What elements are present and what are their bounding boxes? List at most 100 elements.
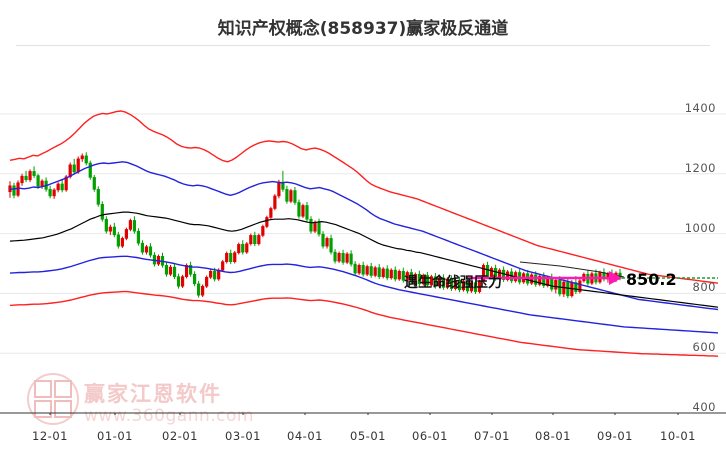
candle-body <box>172 266 177 277</box>
candle-body <box>325 238 329 247</box>
candle-body <box>321 233 325 247</box>
candle-body <box>449 278 454 289</box>
candle-body <box>257 235 261 245</box>
candle-body <box>433 276 437 287</box>
x-axis-label: 10-01 <box>660 429 696 443</box>
channel-line <box>9 290 719 357</box>
y-axis-label: 600 <box>692 340 716 355</box>
candle-body <box>128 220 132 230</box>
candle-body <box>241 244 245 253</box>
candle-body <box>353 263 357 274</box>
channel-line <box>9 255 719 334</box>
candle-body <box>92 177 96 190</box>
page-title: 知识产权概念(858937)赢家极反通道 <box>217 19 509 39</box>
candle-body <box>225 253 229 263</box>
y-axis-label: 1400 <box>684 101 716 115</box>
candle-body <box>393 269 397 280</box>
x-axis-label: 08-01 <box>535 429 571 443</box>
candle-body <box>297 202 301 217</box>
candle-body <box>401 270 405 281</box>
candle-body <box>425 275 429 286</box>
x-axis-label: 07-01 <box>474 429 510 443</box>
pressure-note: 遇生命线强压力 <box>404 275 502 291</box>
candle-body <box>421 275 425 285</box>
candle-body <box>502 269 506 280</box>
y-axis-label: 800 <box>692 280 716 295</box>
candle-body <box>405 272 409 281</box>
x-axis-label: 06-01 <box>412 429 448 443</box>
candle-body <box>285 189 289 202</box>
candle-body <box>193 273 197 285</box>
candle-body <box>361 264 365 275</box>
candle-body <box>221 261 225 271</box>
current-price-tag: 850.2 <box>626 270 677 289</box>
candle-body <box>377 267 381 277</box>
candle-body <box>554 279 558 290</box>
candle-body <box>36 175 40 187</box>
candle-body <box>437 277 442 287</box>
pressure-arrow-head <box>609 271 622 285</box>
y-axis-label: 1200 <box>684 160 716 175</box>
candle-body <box>197 283 201 296</box>
candle-body <box>233 252 237 263</box>
candle-body <box>345 253 349 263</box>
candle-body <box>144 246 149 253</box>
x-axis-label: 04-01 <box>287 429 323 443</box>
candle-body <box>116 234 120 247</box>
candle-body <box>534 274 538 285</box>
candle-body <box>477 281 482 292</box>
candle-body <box>289 190 293 202</box>
candle-body <box>329 238 333 253</box>
candle-body <box>337 253 341 262</box>
candle-body <box>249 235 253 245</box>
candle-body <box>201 285 205 296</box>
candle-body <box>261 226 265 236</box>
candle-body <box>538 275 542 285</box>
candle-body <box>48 189 52 197</box>
candle-body <box>465 281 470 292</box>
candle-body <box>445 278 450 288</box>
candle-body <box>60 183 64 191</box>
candle-body <box>417 273 421 285</box>
candle-body <box>273 195 277 209</box>
candle-body <box>313 221 317 232</box>
chart-plot-area[interactable] <box>0 50 726 415</box>
candle-body <box>209 270 213 278</box>
candle-body <box>184 264 189 277</box>
candle-body <box>305 205 309 220</box>
candle-body <box>120 238 124 247</box>
candle-body <box>489 267 494 277</box>
candle-body <box>481 264 486 282</box>
candle-body <box>188 264 193 275</box>
candle-body <box>40 180 44 187</box>
x-axis-label: 01-01 <box>97 429 133 443</box>
candle-body <box>213 270 217 280</box>
candle-body <box>148 246 153 256</box>
candle-body <box>32 171 36 176</box>
candle-body <box>473 282 478 292</box>
candle-body <box>168 266 173 275</box>
candle-body <box>124 229 128 239</box>
chart-axis <box>0 412 726 415</box>
candle-body <box>457 279 462 291</box>
candle-body <box>112 226 116 236</box>
x-axis-label: 09-01 <box>597 429 633 443</box>
candlestick-series <box>8 152 622 299</box>
candle-body <box>429 276 433 286</box>
candle-body <box>229 253 233 263</box>
candle-body <box>333 251 337 262</box>
candle-body <box>566 281 570 297</box>
candle-body <box>373 267 377 276</box>
chart-canvas <box>0 110 726 415</box>
candle-body <box>72 164 76 173</box>
candle-body <box>277 181 281 197</box>
candle-body <box>542 275 546 286</box>
channel-band-series <box>9 110 719 357</box>
candle-body <box>365 266 369 275</box>
candle-body <box>265 217 269 227</box>
candle-body <box>20 175 24 184</box>
candle-body <box>301 205 305 217</box>
candle-body <box>28 171 32 181</box>
x-axis-label: 03-01 <box>225 429 261 443</box>
